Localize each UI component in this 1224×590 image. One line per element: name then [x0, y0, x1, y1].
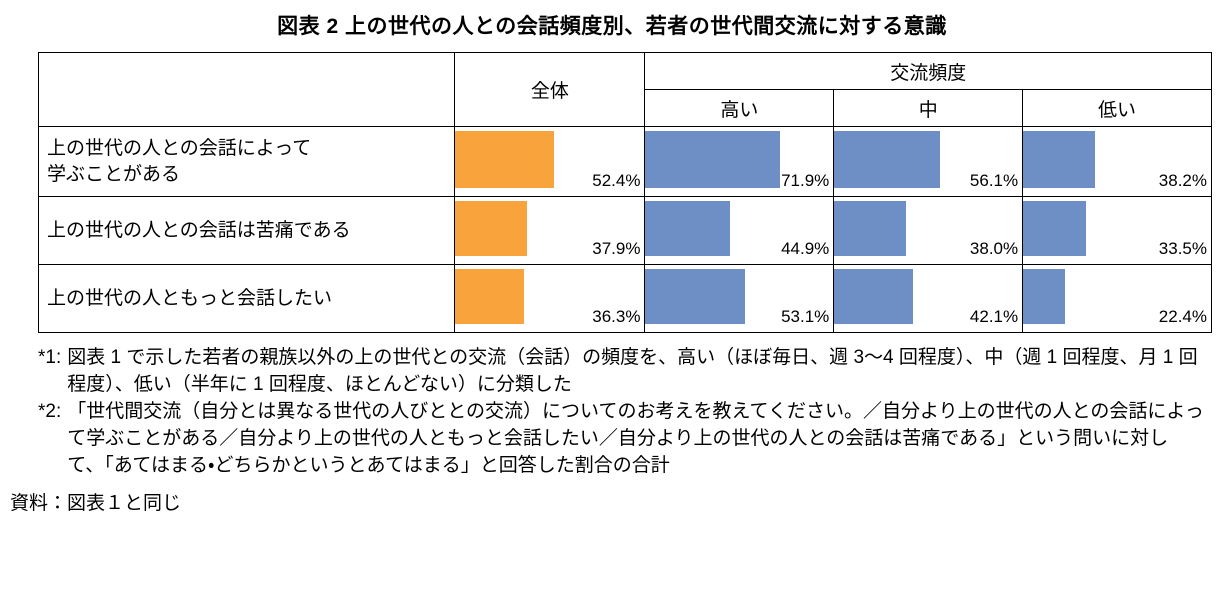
bar-cell-mid: 42.1% [833, 264, 1024, 333]
bar-value-label: 36.3% [592, 307, 641, 326]
bar-cell-overall: 36.3% [454, 264, 646, 333]
footnote-2: *2: 「世代間交流（自分とは異なる世代の人びととの交流）についてのお考えを教え… [38, 399, 1204, 480]
bar-mid [834, 131, 940, 188]
data-table: 全体 交流頻度 高い 中 低い 上の世代の人との会話によって 学ぶことがある 5… [37, 52, 1212, 333]
header-row-sub: 高い 中 低い [39, 89, 1212, 127]
col-header-frequency-group: 交流頻度 [644, 52, 1212, 90]
bar-value-label: 53.1% [781, 307, 830, 326]
bar-value-label: 42.1% [969, 307, 1019, 326]
bar-value-label: 38.2% [1158, 171, 1207, 190]
bar-high [645, 201, 730, 256]
bar-overall [455, 131, 555, 188]
bar-cell-mid: 56.1% [833, 126, 1024, 197]
bar-value-label: 37.9% [592, 239, 641, 258]
bar-value-label: 56.1% [969, 171, 1019, 190]
bar-overall [455, 269, 525, 324]
col-header-low: 低い [1022, 89, 1212, 127]
bar-cell-mid: 38.0% [833, 196, 1024, 265]
col-header-mid: 中 [833, 89, 1024, 127]
table-row-learn: 上の世代の人との会話によって 学ぶことがある 52.4% 71.9% 56.1%… [37, 126, 1212, 197]
table-row-painful: 上の世代の人との会話は苦痛である 37.9% 44.9% 38.0% 33.5% [37, 196, 1212, 265]
col-header-overall: 全体 [454, 52, 646, 127]
footnote-2-prefix: *2: [38, 400, 62, 422]
row-label: 上の世代の人との会話は苦痛である [37, 196, 456, 265]
row-label: 上の世代の人ともっと会話したい [37, 264, 456, 333]
bar-cell-low: 33.5% [1022, 196, 1212, 265]
bar-value-label: 38.0% [969, 239, 1019, 258]
bar-low [1023, 269, 1066, 324]
bar-cell-high: 53.1% [644, 264, 835, 333]
footnote-2-text: 「世代間交流（自分とは異なる世代の人びととの交流）についてのお考えを教えてくださ… [67, 400, 1204, 476]
bar-value-label: 44.9% [781, 239, 830, 258]
row-label: 上の世代の人との会話によって 学ぶことがある [37, 126, 456, 197]
footnotes: *1: 図表 1 で示した若者の親族以外の上の世代との交流（会話）の頻度を、高い… [38, 345, 1204, 480]
bar-cell-low: 38.2% [1022, 126, 1212, 197]
bar-low [1023, 131, 1095, 188]
bar-high [645, 269, 746, 324]
bar-low [1023, 201, 1087, 256]
bar-overall [455, 201, 528, 256]
source-note: 資料：図表１と同じ [10, 492, 182, 514]
bar-value-label: 71.9% [781, 171, 830, 190]
bar-cell-high: 44.9% [644, 196, 835, 265]
bar-value-label: 22.4% [1158, 307, 1207, 326]
table-row-want-more: 上の世代の人ともっと会話したい 36.3% 53.1% 42.1% 22.4% [37, 264, 1212, 333]
header-row-top: 全体 交流頻度 [37, 52, 1212, 127]
chart-title: 図表 2 上の世代の人との会話頻度別、若者の世代間交流に対する意識 [277, 15, 947, 38]
bar-mid [834, 269, 914, 324]
footnote-1-text: 図表 1 で示した若者の親族以外の上の世代との交流（会話）の頻度を、高い（ほぼ毎… [67, 347, 1198, 395]
bar-high [645, 131, 781, 188]
bar-value-label: 52.4% [592, 171, 641, 190]
footnote-1-prefix: *1: [38, 347, 62, 368]
bar-cell-low: 22.4% [1022, 264, 1212, 333]
bar-cell-overall: 37.9% [454, 196, 646, 265]
bar-value-label: 33.5% [1158, 239, 1207, 258]
bar-cell-high: 71.9% [644, 126, 835, 197]
corner-cell [37, 52, 456, 127]
footnote-1: *1: 図表 1 で示した若者の親族以外の上の世代との交流（会話）の頻度を、高い… [38, 345, 1204, 399]
bar-cell-overall: 52.4% [454, 126, 646, 197]
bar-mid [834, 201, 906, 256]
col-header-high: 高い [644, 89, 835, 127]
